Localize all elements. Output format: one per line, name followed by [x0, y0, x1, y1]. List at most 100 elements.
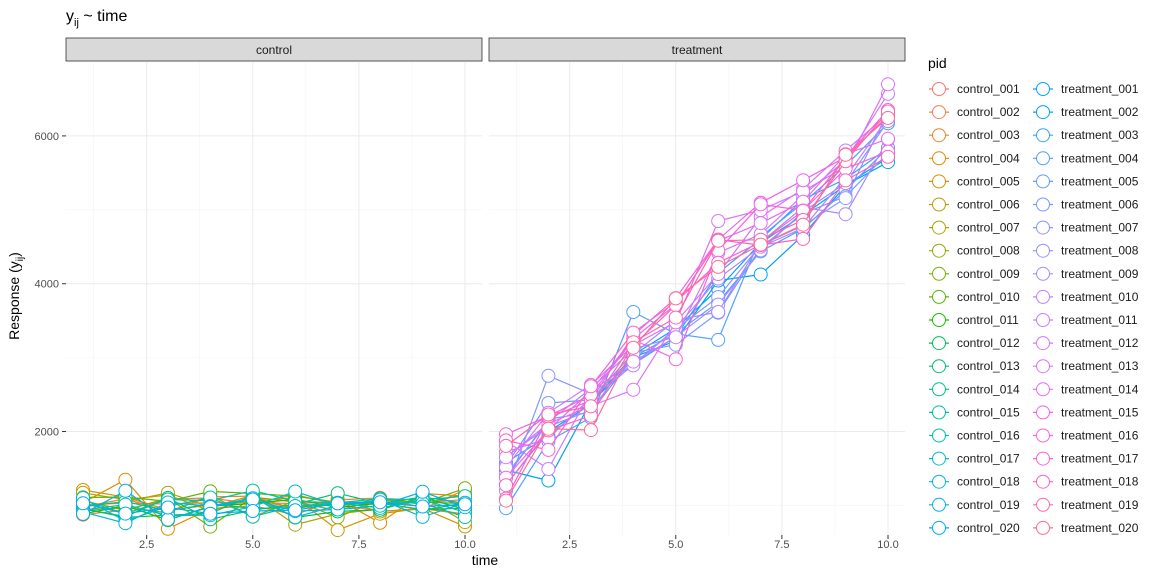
legend-item-treatment_007: treatment_007 [1033, 220, 1139, 235]
data-point [583, 379, 598, 394]
x-tick-label: 5.0 [668, 539, 683, 551]
legend-key-point [932, 243, 946, 258]
data-point [711, 214, 726, 228]
legend-key-point [1036, 405, 1050, 420]
series-line [505, 84, 889, 458]
legend-key-point [1036, 105, 1050, 120]
legend-label: control_007 [957, 221, 1020, 235]
y-tick-label: 6000 [35, 131, 59, 143]
x-tick-label: 7.5 [351, 539, 366, 551]
facet-label-control: control [256, 43, 292, 57]
legend-item-treatment_013: treatment_013 [1033, 359, 1139, 374]
x-tick-label: 5.0 [245, 539, 260, 551]
data-point [160, 500, 175, 515]
data-point [541, 421, 556, 436]
data-point [203, 506, 218, 521]
legend-key-point [1036, 197, 1050, 212]
legend-key-point [932, 220, 946, 235]
legend-key-point [1036, 336, 1050, 351]
data-point [288, 503, 303, 518]
legend-key-point [932, 313, 946, 327]
legend-item-treatment_009: treatment_009 [1033, 266, 1139, 281]
legend-key-point [1036, 128, 1050, 143]
data-point [753, 216, 768, 231]
legend-label: control_011 [957, 313, 1019, 327]
legend-key-point [932, 197, 946, 212]
legend-item-control_005: control_005 [929, 174, 1020, 189]
data-point [881, 77, 895, 92]
legend-item-control_019: control_019 [929, 497, 1020, 512]
series-line [505, 151, 889, 435]
legend-item-control_011: control_011 [929, 313, 1019, 327]
legend-item-treatment_003: treatment_003 [1033, 128, 1139, 143]
legend-key-point [1036, 151, 1050, 166]
data-point [541, 462, 556, 476]
legend-label: treatment_013 [1061, 359, 1139, 373]
legend-label: control_002 [957, 105, 1020, 119]
legend-key-point [932, 382, 946, 397]
legend-item-treatment_018: treatment_018 [1033, 474, 1139, 489]
legend-label: treatment_005 [1061, 174, 1139, 188]
legend-label: control_016 [957, 429, 1020, 443]
data-point [711, 332, 726, 347]
data-point [583, 423, 598, 438]
data-point [838, 147, 853, 162]
data-point [160, 512, 175, 527]
data-point [881, 131, 895, 146]
x-tick-label: 10.0 [877, 539, 898, 551]
legend-key-point [1036, 359, 1050, 374]
facet-strip-control: control [65, 37, 483, 62]
data-point [541, 368, 556, 383]
data-point [288, 484, 303, 499]
legend-item-control_010: control_010 [929, 289, 1020, 304]
data-point [76, 496, 90, 511]
legend-item-control_009: control_009 [929, 266, 1020, 281]
legend-label: control_012 [957, 336, 1020, 350]
legend-item-treatment_010: treatment_010 [1033, 289, 1139, 304]
legend-key-point [1036, 428, 1050, 443]
legend-label: treatment_011 [1061, 313, 1138, 327]
legend-item-treatment_006: treatment_006 [1033, 197, 1139, 212]
legend-label: control_015 [957, 405, 1020, 419]
data-point [541, 442, 556, 457]
legend-key-point [1036, 174, 1050, 189]
data-point [838, 173, 853, 188]
legend-label: treatment_019 [1061, 498, 1139, 512]
legend-item-treatment_001: treatment_001 [1033, 82, 1139, 96]
legend-label: control_004 [957, 151, 1020, 165]
legend-label: control_005 [957, 174, 1020, 188]
legend-item-control_013: control_013 [929, 359, 1020, 374]
legend-key-point [1036, 82, 1050, 96]
data-point [711, 305, 726, 319]
series-line [505, 117, 889, 501]
legend-key-point [932, 405, 946, 420]
legend-label: treatment_006 [1061, 198, 1139, 212]
data-point [626, 340, 641, 355]
facet-strip-treatment: treatment [488, 37, 906, 62]
legend-item-treatment_017: treatment_017 [1033, 451, 1139, 466]
series-line [505, 93, 889, 470]
legend-item-control_012: control_012 [929, 336, 1020, 351]
legend: pid control_001 control_002 control_003con… [928, 55, 1139, 535]
legend-item-control_016: control_016 [929, 428, 1020, 443]
legend-label: treatment_002 [1061, 105, 1139, 119]
data-point [499, 438, 513, 453]
data-point [796, 217, 811, 232]
legend-item-treatment_016: treatment_016 [1033, 428, 1139, 443]
legend-key-point [932, 266, 946, 281]
legend-key-point [932, 289, 946, 304]
legend-item-treatment_004: treatment_004 [1033, 151, 1139, 166]
legend-title: pid [928, 55, 947, 71]
legend-label: control_019 [957, 498, 1020, 512]
legend-key-point [1036, 474, 1050, 489]
legend-item-treatment_002: treatment_002 [1033, 105, 1139, 120]
legend-label: control_010 [957, 290, 1020, 304]
series-treatment_020 [499, 110, 895, 508]
legend-key-point [1036, 266, 1050, 281]
legend-label: treatment_010 [1061, 290, 1139, 304]
legend-label: control_017 [957, 452, 1020, 466]
data-point [458, 497, 472, 512]
data-point [330, 496, 345, 511]
panel-treatment [489, 61, 905, 535]
